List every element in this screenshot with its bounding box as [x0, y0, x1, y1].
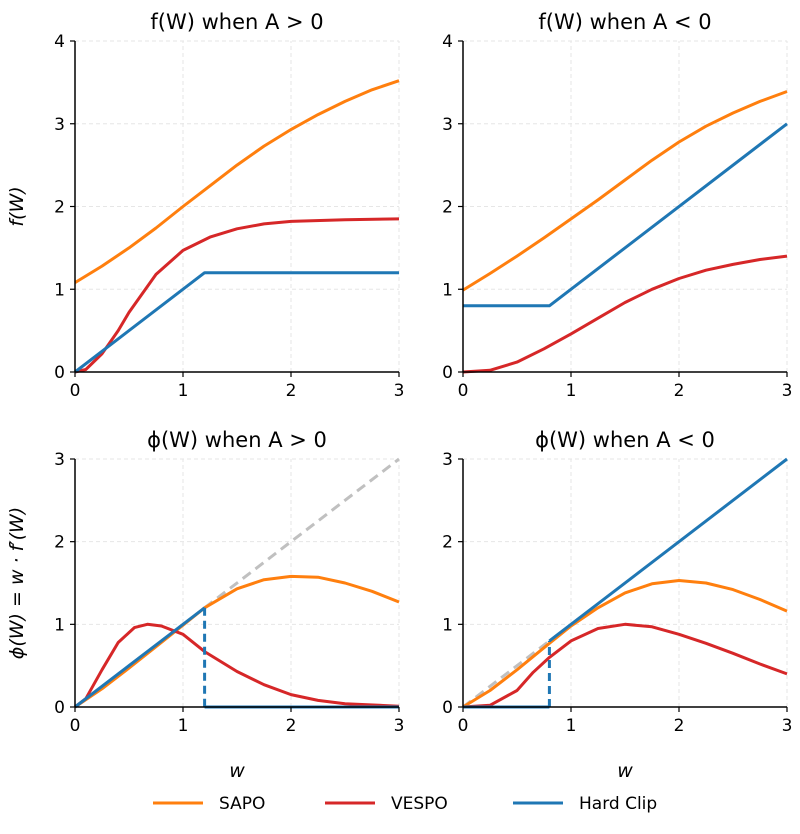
y-axis-label: f(W) [6, 186, 28, 226]
subplot-title: ϕ(W) when A < 0 [535, 428, 715, 452]
subplot-title: ϕ(W) when A > 0 [147, 428, 327, 452]
y-tick-label: 1 [54, 615, 65, 635]
y-axis-label: ϕ(W) = w · f′(W) [6, 507, 28, 659]
x-tick-label: 0 [458, 716, 469, 736]
x-tick-label: 1 [566, 716, 577, 736]
y-tick-label: 3 [54, 115, 65, 135]
x-tick-label: 2 [286, 716, 297, 736]
series-hard-clip [74, 271, 399, 374]
y-tick-label: 0 [442, 698, 453, 718]
y-tick-label: 2 [54, 533, 65, 553]
x-tick-label: 0 [70, 381, 81, 401]
y-tick-label: 2 [442, 198, 453, 218]
subplot-1: 0 1 2 3 0 1 2 3 4 f(W) when A > 0 f(W) [6, 10, 404, 401]
y-tick-label: 1 [442, 280, 453, 300]
x-tick-label: 2 [674, 381, 685, 401]
x-tick-label: 3 [782, 716, 793, 736]
series-reference [462, 639, 551, 709]
series-vespo [462, 622, 788, 709]
x-tick-label: 0 [70, 716, 81, 736]
x-tick-label: 3 [782, 381, 793, 401]
series-vespo [74, 217, 400, 374]
y-tick-label: 3 [54, 450, 65, 470]
x-tick-label: 2 [674, 716, 685, 736]
y-tick-label: 2 [54, 198, 65, 218]
subplot-title: f(W) when A < 0 [538, 10, 711, 34]
y-tick-label: 0 [54, 363, 65, 383]
y-tick-label: 4 [54, 32, 65, 52]
series-hard-clip [463, 122, 788, 308]
legend-item-vespo: VESPO [325, 794, 448, 814]
x-axis-label: w [229, 760, 245, 782]
y-tick-label: 3 [442, 450, 453, 470]
y-tick-label: 0 [442, 363, 453, 383]
series-vespo [462, 254, 788, 374]
series-sapo [462, 90, 788, 292]
subplot-3: 0 1 2 3 0 1 2 3 ϕ(W) when A > 0 ϕ(W) = w · f′(W) w [6, 428, 404, 782]
x-tick-label: 3 [394, 716, 405, 736]
y-tick-label: 1 [442, 615, 453, 635]
x-tick-label: 3 [394, 381, 405, 401]
legend-item-sapo: SAPO [153, 794, 265, 814]
legend-label: VESPO [391, 794, 448, 814]
series-sapo [74, 574, 400, 709]
y-tick-label: 0 [54, 698, 65, 718]
y-tick-label: 4 [442, 32, 453, 52]
subplot-title: f(W) when A > 0 [150, 10, 323, 34]
series-reference [203, 457, 400, 609]
subplot-2: 0 1 2 3 0 1 2 3 4 f(W) when A < 0 [442, 10, 792, 401]
x-axis-label: w [617, 760, 633, 782]
x-tick-label: 1 [566, 381, 577, 401]
legend: SAPO VESPO Hard Clip [153, 794, 657, 814]
series-hard-clip [548, 457, 788, 643]
y-tick-label: 1 [54, 280, 65, 300]
series-vespo [74, 622, 400, 709]
y-tick-label: 2 [442, 533, 453, 553]
x-tick-label: 2 [286, 381, 297, 401]
x-tick-label: 0 [458, 381, 469, 401]
x-tick-label: 1 [178, 381, 189, 401]
legend-item-hard-clip: Hard Clip [513, 794, 657, 814]
legend-label: Hard Clip [579, 794, 657, 814]
x-tick-label: 1 [178, 716, 189, 736]
subplot-4: 0 1 2 3 0 1 2 3 ϕ(W) when A < 0 w [442, 428, 792, 782]
series-sapo [462, 579, 788, 709]
series-sapo [74, 79, 400, 284]
series-hard-clip [74, 606, 206, 709]
legend-label: SAPO [219, 794, 265, 814]
y-tick-label: 3 [442, 115, 453, 135]
